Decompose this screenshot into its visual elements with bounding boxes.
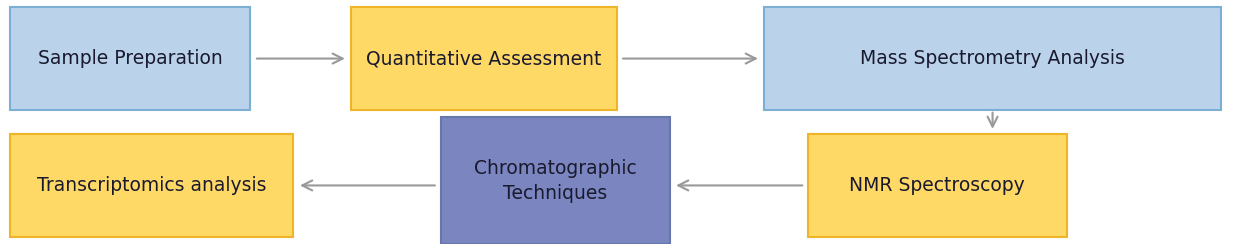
Text: Quantitative Assessment: Quantitative Assessment <box>366 49 602 68</box>
Text: Mass Spectrometry Analysis: Mass Spectrometry Analysis <box>861 49 1124 68</box>
Text: Transcriptomics analysis: Transcriptomics analysis <box>37 176 266 195</box>
FancyBboxPatch shape <box>441 117 670 244</box>
Text: Sample Preparation: Sample Preparation <box>38 49 222 68</box>
FancyBboxPatch shape <box>351 7 616 110</box>
FancyBboxPatch shape <box>808 134 1067 237</box>
FancyBboxPatch shape <box>764 7 1221 110</box>
Text: Chromatographic
Techniques: Chromatographic Techniques <box>475 159 636 203</box>
FancyBboxPatch shape <box>10 134 293 237</box>
FancyBboxPatch shape <box>10 7 250 110</box>
Text: NMR Spectroscopy: NMR Spectroscopy <box>850 176 1025 195</box>
